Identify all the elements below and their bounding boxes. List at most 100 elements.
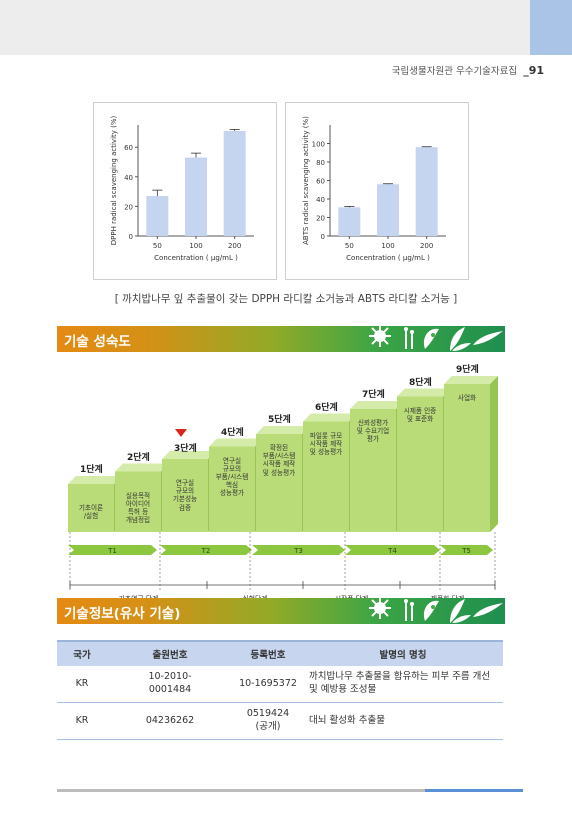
- step-label: 1단계: [80, 465, 103, 475]
- dpph-chart-svg: 0 20 40 60 50 100 200 Concentration ( μg/mL ) DP…: [110, 115, 254, 262]
- section-title-maturity: 기술 성숙도: [64, 334, 131, 350]
- step-block: [115, 471, 161, 532]
- timeline-label: T2: [201, 547, 211, 555]
- cell-app-no: 04236262: [107, 702, 233, 740]
- step-description: 확정된 부품/시스템 시작품 제작 및 성능평가: [262, 444, 296, 477]
- y-axis-label: ABTS radical scavenging activity (%): [302, 116, 310, 245]
- y-tick-label: 0: [321, 233, 325, 241]
- x-tick-label: 50: [153, 242, 162, 250]
- timeline-label: T1: [107, 547, 117, 555]
- cell-title: 대뇌 활성화 추출물: [303, 702, 503, 740]
- step-description: 파일롯 규모 시작품 제작 및 성능평가: [309, 431, 343, 456]
- step-description: 기초이론 /실험: [78, 504, 104, 521]
- timeline-arrow: [252, 545, 345, 555]
- step-label: 2단계: [127, 452, 150, 463]
- page-header: 국립생물자원관 우수기술자료집 _91: [392, 63, 544, 77]
- step-description: 실용목적 아이디어 특허 등 개념정립: [125, 491, 151, 525]
- step-description: 시제품 인증 및 표준화: [403, 406, 437, 423]
- abts-chart: 0 20 40 60 80 100 50 100 200 Concentration ( μg/m…: [285, 102, 469, 280]
- step-block-top: [350, 401, 404, 409]
- org-title: 국립생물자원관 우수기술자료집: [391, 66, 518, 77]
- x-tick-label: 100: [189, 242, 202, 250]
- step-block-top: [256, 426, 310, 434]
- timeline-label: T5: [461, 547, 471, 555]
- y-tick-label: 0: [129, 233, 133, 241]
- x-tick-label: 200: [228, 242, 241, 250]
- step-label: 5단계: [268, 415, 291, 425]
- figure-caption: [ 까치밥나무 잎 추출물이 갖는 DPPH 라디칼 소거능과 ABTS 라디칼…: [114, 293, 458, 305]
- x-axis-label: Concentration ( μg/mL ): [154, 254, 238, 262]
- cell-country: KR: [57, 702, 107, 740]
- step-block: [350, 409, 396, 532]
- x-tick-label: 50: [345, 242, 354, 250]
- bar: [377, 184, 399, 236]
- step-label: 9단계: [456, 365, 479, 375]
- x-tick-label: 200: [420, 242, 433, 250]
- step-label: 8단계: [409, 377, 432, 388]
- cell-reg-no: 0519424 (공개): [233, 702, 303, 740]
- current-step-marker-icon: [175, 429, 187, 437]
- x-axis-label: Concentration ( μg/mL ): [346, 254, 430, 262]
- y-tick-label: 20: [124, 203, 133, 211]
- step-label: 4단계: [221, 427, 244, 438]
- y-tick-label: 80: [316, 159, 325, 167]
- step-block-top: [397, 388, 451, 397]
- top-band: [0, 0, 530, 55]
- step-block-top: [209, 438, 263, 447]
- y-tick-label: 20: [316, 215, 325, 223]
- dpph-chart: 0 20 40 60 50 100 200 Concentration ( μg/mL ) DP…: [93, 102, 277, 280]
- step-description: 연구실 규모의 부품/시스템 핵심 성능평가: [215, 456, 249, 498]
- cell-app-no: 10-2010- 0001484: [107, 666, 233, 703]
- step-block: [162, 459, 208, 532]
- step-label: 6단계: [315, 402, 338, 413]
- step-block: [68, 484, 114, 532]
- section-title-techinfo: 기술정보(유사 기술): [64, 606, 181, 622]
- step-block: [256, 434, 302, 532]
- bar: [338, 207, 361, 236]
- tech-info-table: 국가 출원번호 등록번호 발명의 명칭 KR 10-2010- 0001484 …: [57, 640, 503, 740]
- abts-chart-svg: 0 20 40 60 80 100 50 100 200 Concentration ( μg/m…: [302, 116, 446, 262]
- step-block: [444, 384, 490, 532]
- cell-title: 까치밥나무 추출물을 함유하는 피부 주름 개선 및 예방용 조성물: [303, 666, 503, 703]
- timeline-arrow: [345, 545, 440, 555]
- timeline-arrow: [160, 545, 252, 555]
- nature-decoration-icon: [369, 597, 503, 623]
- step-block: [303, 421, 349, 532]
- timeline-arrow: [440, 545, 493, 555]
- step-description: 신뢰성평가 및 수요기업 평가: [356, 419, 390, 444]
- y-tick-label: 60: [316, 178, 325, 186]
- step-label: 7단계: [362, 390, 385, 400]
- bar: [185, 157, 207, 236]
- step-block-top: [162, 451, 216, 459]
- step-block: [397, 396, 443, 532]
- cell-country: KR: [57, 666, 107, 703]
- page-number: 91: [528, 64, 544, 77]
- y-tick-label: 40: [124, 174, 133, 182]
- y-tick-label: 60: [124, 144, 133, 152]
- timeline-arrow: [68, 545, 157, 555]
- step-block-side: [490, 376, 498, 532]
- top-accent: [530, 0, 572, 55]
- bar: [415, 147, 438, 236]
- x-tick-label: 100: [381, 242, 394, 250]
- section-bar-maturity: 기술 성숙도: [57, 325, 505, 352]
- y-tick-label: 100: [312, 141, 325, 149]
- table-header-row: 국가 출원번호 등록번호 발명의 명칭: [57, 640, 503, 666]
- step-block-top: [303, 413, 357, 422]
- y-tick-label: 40: [316, 196, 325, 204]
- nature-decoration-icon: [369, 325, 503, 351]
- table-row: KR 04236262 0519424 (공개) 대뇌 활성화 추출물: [57, 702, 503, 740]
- footer-accent: [425, 789, 523, 792]
- col-app-no: 출원번호: [107, 640, 233, 666]
- step-block-top: [68, 476, 122, 484]
- step-block: [209, 446, 255, 532]
- page-number-prefix: _: [523, 64, 529, 77]
- col-reg-no: 등록번호: [233, 640, 303, 666]
- step-description: 연구실 규모의 기본성능 검증: [172, 479, 198, 512]
- col-country: 국가: [57, 640, 107, 666]
- step-block-top: [115, 463, 169, 472]
- cell-reg-no: 10-1695372: [233, 666, 303, 703]
- timeline-label: T4: [387, 547, 397, 555]
- section-bar-techinfo: 기술정보(유사 기술): [57, 597, 505, 624]
